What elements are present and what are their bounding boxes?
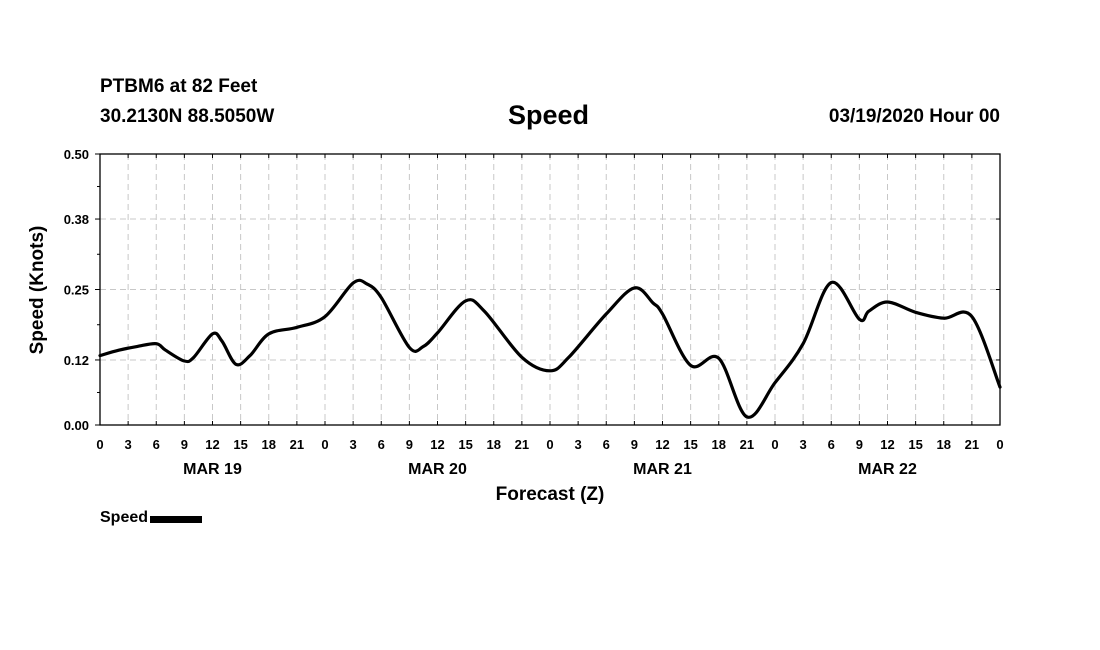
speed-series-line bbox=[98, 278, 1002, 419]
x-tick-label: 0 bbox=[996, 437, 1003, 452]
station-label: PTBM6 at 82 Feet bbox=[100, 76, 258, 97]
tick-layer bbox=[95, 153, 1001, 426]
x-tick-label: 18 bbox=[262, 437, 276, 452]
x-tick-label: 6 bbox=[828, 437, 835, 452]
forecast-run-time: 03/19/2020 Hour 00 bbox=[828, 106, 1000, 127]
date-label: MAR 19 bbox=[183, 461, 242, 478]
x-tick-label: 3 bbox=[575, 437, 582, 452]
date-label: MAR 22 bbox=[858, 461, 917, 478]
x-tick-label: 15 bbox=[458, 437, 472, 452]
y-tick-label: 0.38 bbox=[64, 212, 89, 227]
x-tick-label: 15 bbox=[233, 437, 247, 452]
x-tick-label: 12 bbox=[880, 437, 894, 452]
label-layer: 0 3 6 9 12 15 18 21 0 3 6 9 12 15 18 21 0 3 6 9 12 15 18 21 0 3 6 9… bbox=[64, 147, 1004, 478]
x-tick-label: 3 bbox=[800, 437, 807, 452]
station-coordinates: 30.2130N 88.5050W bbox=[100, 106, 275, 127]
legend: Speed bbox=[100, 509, 203, 527]
legend-label: Speed bbox=[100, 509, 149, 526]
x-tick-label: 9 bbox=[856, 437, 863, 452]
x-tick-label: 9 bbox=[406, 437, 413, 452]
x-tick-label: 0 bbox=[546, 437, 553, 452]
x-axis-title: Forecast (Z) bbox=[496, 484, 605, 505]
x-tick-label: 21 bbox=[965, 437, 979, 452]
x-tick-label: 15 bbox=[683, 437, 697, 452]
x-tick-label: 21 bbox=[290, 437, 304, 452]
date-label: MAR 21 bbox=[633, 461, 692, 478]
y-tick-label: 0.00 bbox=[64, 418, 89, 433]
x-tick-label: 0 bbox=[96, 437, 103, 452]
x-tick-label: 12 bbox=[655, 437, 669, 452]
chart-title: Speed bbox=[508, 100, 590, 130]
x-tick-label: 12 bbox=[205, 437, 219, 452]
y-tick-label: 0.50 bbox=[64, 147, 89, 162]
x-tick-label: 21 bbox=[515, 437, 529, 452]
grid-layer bbox=[100, 154, 1000, 425]
y-tick-label: 0.12 bbox=[64, 353, 89, 368]
y-axis-title: Speed (Knots) bbox=[27, 226, 48, 355]
x-tick-label: 15 bbox=[908, 437, 922, 452]
x-tick-label: 6 bbox=[378, 437, 385, 452]
x-tick-label: 18 bbox=[937, 437, 951, 452]
y-tick-label: 0.25 bbox=[64, 283, 89, 298]
x-tick-label: 6 bbox=[153, 437, 160, 452]
x-tick-label: 9 bbox=[631, 437, 638, 452]
x-tick-label: 21 bbox=[740, 437, 754, 452]
x-tick-label: 3 bbox=[350, 437, 357, 452]
x-tick-label: 6 bbox=[603, 437, 610, 452]
x-tick-label: 0 bbox=[771, 437, 778, 452]
legend-swatch bbox=[150, 516, 203, 523]
x-tick-label: 3 bbox=[125, 437, 132, 452]
x-tick-label: 12 bbox=[430, 437, 444, 452]
x-tick-label: 18 bbox=[712, 437, 726, 452]
x-tick-label: 9 bbox=[181, 437, 188, 452]
date-label: MAR 20 bbox=[408, 461, 467, 478]
x-tick-label: 0 bbox=[321, 437, 328, 452]
x-tick-label: 18 bbox=[487, 437, 501, 452]
